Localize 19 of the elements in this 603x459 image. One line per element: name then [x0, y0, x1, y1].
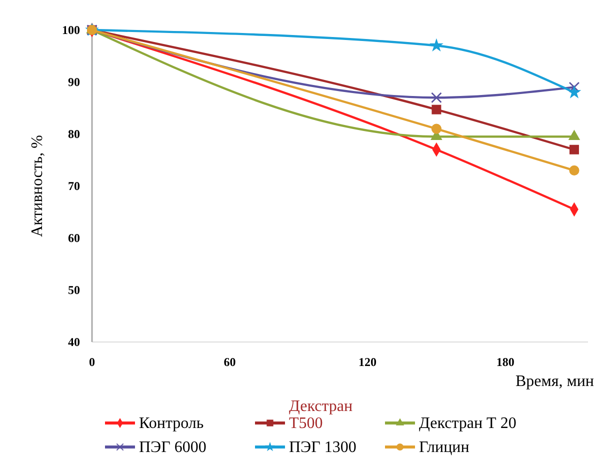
legend-label: Контроль	[139, 415, 204, 432]
legend-label: ПЭГ 1300	[289, 439, 356, 456]
x-tick-label: 120	[358, 355, 377, 369]
y-tick-label: 50	[68, 283, 80, 297]
x-axis-title: Время, мин	[515, 373, 594, 390]
y-tick-label: 80	[68, 127, 80, 141]
y-tick-label: 70	[68, 179, 80, 193]
x-tick-label: 0	[89, 355, 95, 369]
legend-label: Декстран Т 20	[419, 415, 516, 432]
y-axis-title: Активность, %	[29, 135, 46, 237]
legend-label: Декстран Т500	[289, 398, 353, 432]
x-tick-label: 60	[224, 355, 236, 369]
legend-label: ПЭГ 6000	[139, 439, 206, 456]
y-tick-label: 100	[62, 23, 80, 37]
y-tick-label: 90	[68, 75, 80, 89]
y-tick-label: 60	[68, 231, 80, 245]
y-tick-label: 40	[68, 335, 80, 349]
legend-label: Глицин	[419, 439, 470, 456]
x-tick-label: 180	[496, 355, 514, 369]
